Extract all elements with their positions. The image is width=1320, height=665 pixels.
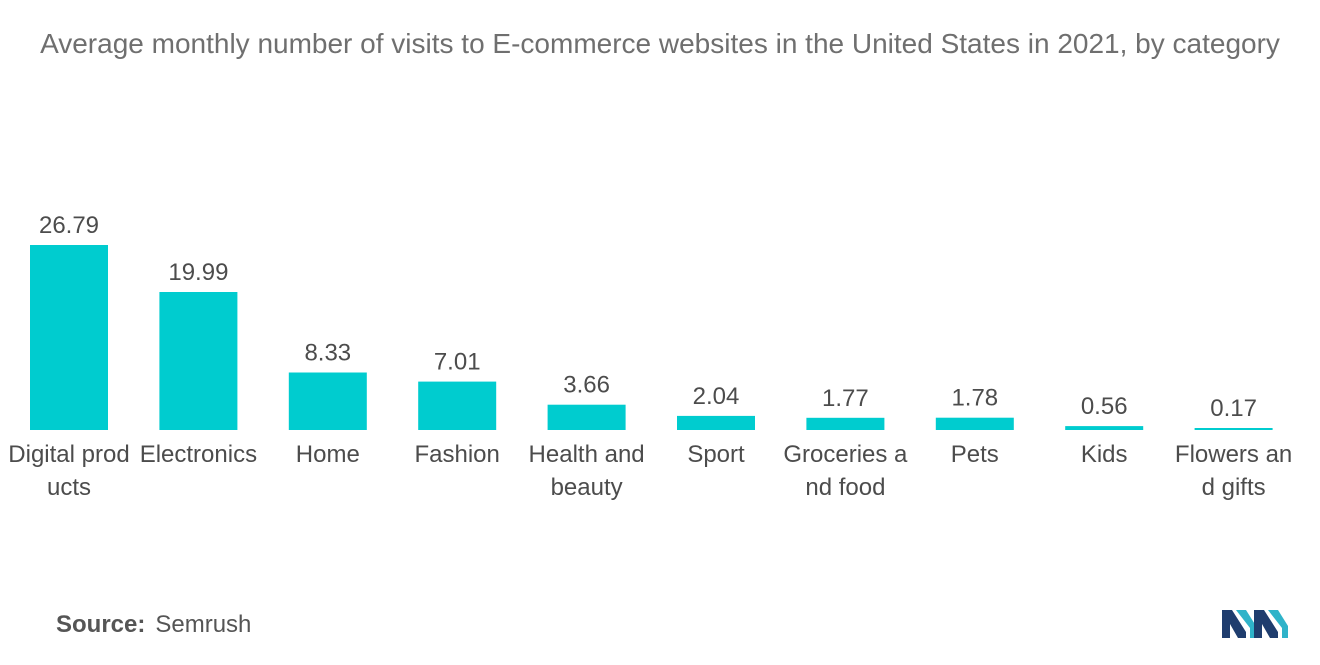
bar xyxy=(418,381,497,430)
data-label: 0.56 xyxy=(1081,393,1128,420)
data-label: 8.33 xyxy=(304,340,351,367)
mordor-intelligence-logo-icon xyxy=(1222,602,1288,643)
data-label: 1.77 xyxy=(822,385,869,412)
logo-shape-4 xyxy=(1268,610,1288,638)
data-label: 26.79 xyxy=(39,212,99,239)
bar xyxy=(806,417,885,430)
data-label: 2.04 xyxy=(693,383,740,410)
chart-title: Average monthly number of visits to E-co… xyxy=(40,28,1280,59)
category-label: Flowers and gifts xyxy=(1174,441,1293,501)
category-label: Electronics xyxy=(139,441,258,468)
category-label: Home xyxy=(295,441,360,468)
data-label: 0.17 xyxy=(1210,395,1257,422)
data-label: 19.99 xyxy=(168,259,228,286)
bar xyxy=(288,372,367,430)
category-label: Health and beauty xyxy=(528,441,645,501)
data-label: 7.01 xyxy=(434,349,481,376)
source-value: Semrush xyxy=(155,611,252,638)
logo-shape-2 xyxy=(1236,610,1256,638)
bar xyxy=(1194,428,1273,430)
bar xyxy=(159,292,238,430)
data-label: 3.66 xyxy=(563,372,610,399)
bar xyxy=(677,415,755,430)
bar xyxy=(935,417,1014,430)
logo-shape-1 xyxy=(1222,610,1246,638)
category-label: Fashion xyxy=(414,441,500,468)
bar xyxy=(30,245,108,430)
logo-shape-3 xyxy=(1254,610,1278,638)
category-label: Digital products xyxy=(8,441,130,501)
bar xyxy=(547,404,626,430)
category-label: Kids xyxy=(1080,441,1128,468)
bar-chart: 26.79 19.99 8.33 7.01 3.66 2.04 1.77 1.78 0.56 0.… xyxy=(30,212,1273,430)
source-line: Source: Semrush xyxy=(56,611,251,639)
data-label: 1.78 xyxy=(951,385,998,412)
category-label: Pets xyxy=(950,441,999,468)
bar xyxy=(1065,426,1144,430)
category-label: Sport xyxy=(687,441,745,468)
source-label: Source: xyxy=(56,611,146,638)
category-label: Groceries and food xyxy=(783,441,908,501)
